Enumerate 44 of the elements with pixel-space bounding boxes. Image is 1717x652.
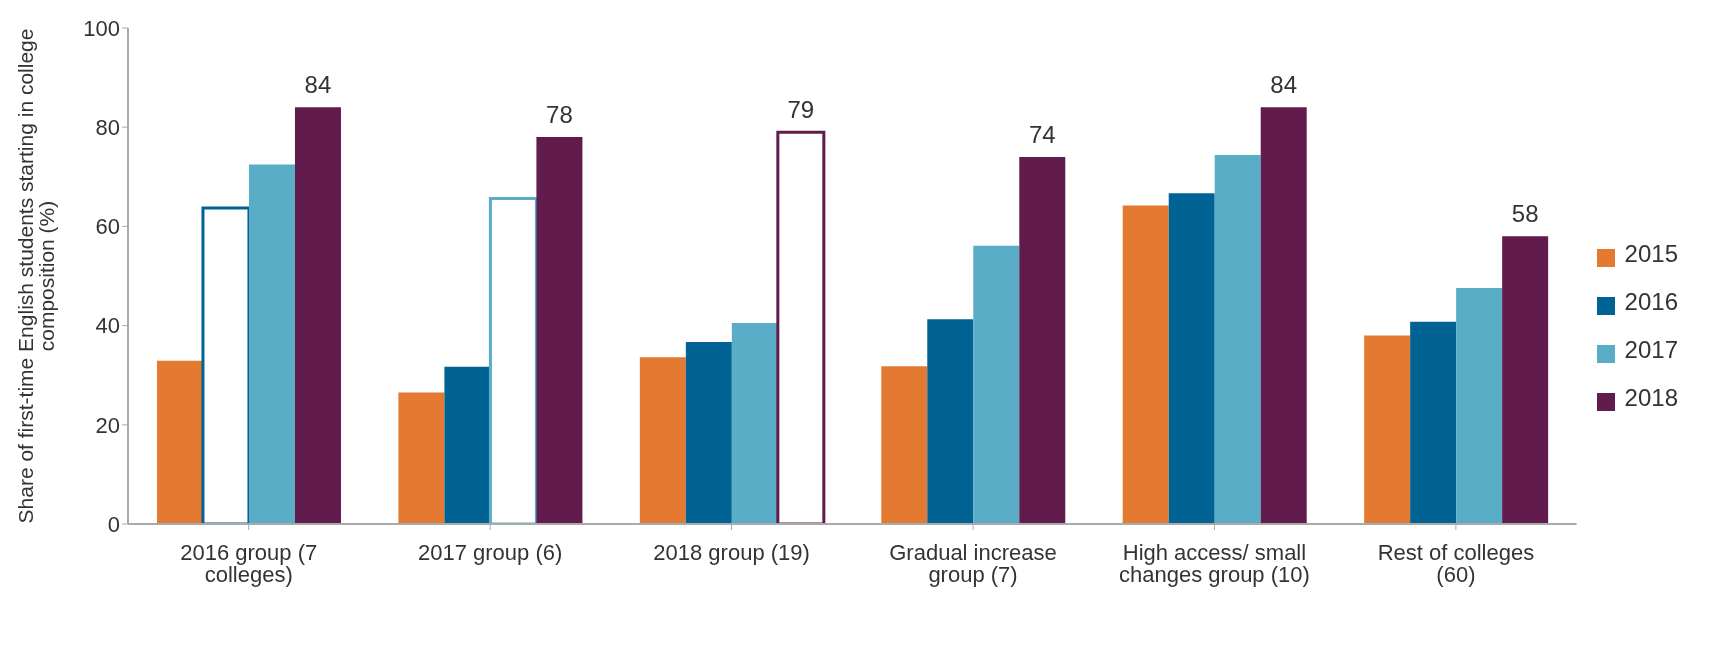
legend-label: 2016 <box>1623 288 1678 315</box>
y-tick-label: 20 <box>95 412 120 438</box>
legend-label: 2017 <box>1623 336 1678 363</box>
bar <box>1456 287 1503 524</box>
x-tick-label: 2016 group (7 colleges) <box>180 539 318 587</box>
y-tick-label: 40 <box>95 313 120 339</box>
bar <box>1122 205 1169 524</box>
y-tick-label: 80 <box>95 115 120 141</box>
bar <box>1019 156 1066 524</box>
x-tick-label: Gradual increase group (7) <box>889 539 1057 587</box>
data-label: 58 <box>1511 200 1539 228</box>
bar <box>294 107 341 524</box>
legend-label: 2018 <box>1623 384 1678 411</box>
bar <box>248 164 295 524</box>
bar <box>731 323 778 524</box>
bar <box>1502 236 1549 524</box>
bar <box>881 366 928 524</box>
bar <box>927 319 974 524</box>
data-label: 78 <box>546 101 573 129</box>
x-tick-label: 2017 group (6) <box>417 539 563 565</box>
bar <box>639 357 686 524</box>
bar <box>685 341 732 524</box>
y-tick-label: 0 <box>107 511 120 537</box>
bar <box>1364 335 1411 524</box>
bar <box>398 392 445 524</box>
y-tick-label: 100 <box>83 15 120 41</box>
x-tick-label: Rest of colleges (60) <box>1377 539 1535 587</box>
data-label: 84 <box>1270 71 1298 99</box>
data-label: 79 <box>787 96 815 124</box>
x-tick-label: High access/ small changes group (10) <box>1119 539 1310 587</box>
bar <box>1168 193 1215 524</box>
data-label: 84 <box>304 71 332 99</box>
x-tick-label: 2018 group (19) <box>653 539 810 565</box>
data-label: 74 <box>1028 120 1056 148</box>
bar <box>1410 321 1457 524</box>
legend-label: 2015 <box>1623 240 1678 267</box>
y-tick-label: 60 <box>95 214 120 240</box>
bar <box>1214 154 1261 524</box>
bar <box>1260 107 1307 524</box>
y-axis-title: Share of first-time English students starting in college composition (%) <box>13 28 58 524</box>
bar <box>156 360 203 524</box>
bar <box>973 245 1020 524</box>
bar <box>444 366 491 524</box>
bar <box>536 137 583 524</box>
